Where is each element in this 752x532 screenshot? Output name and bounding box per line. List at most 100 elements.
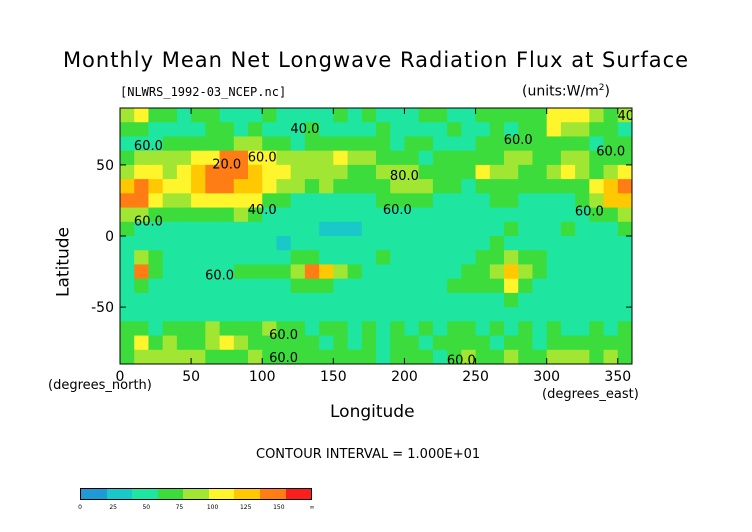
x-tick-label: 0 (116, 369, 125, 385)
heatmap-cell (347, 292, 363, 308)
heatmap-cell (176, 264, 192, 280)
heatmap-cell (390, 278, 406, 294)
heatmap-cell (418, 307, 434, 322)
heatmap-cell (219, 278, 235, 294)
heatmap-cell (304, 179, 320, 194)
heatmap-cell (532, 250, 548, 266)
heatmap-cell (518, 335, 534, 351)
heatmap-cell (262, 207, 278, 223)
heatmap-cell (248, 108, 263, 123)
heatmap-cell (418, 321, 434, 337)
heatmap-cell (148, 164, 164, 180)
heatmap-cell (290, 321, 306, 337)
heatmap-cell (162, 264, 178, 280)
heatmap-cell (319, 335, 334, 351)
heatmap-cell (361, 193, 377, 209)
contour-interval-label: CONTOUR INTERVAL = 1.000E+01 (256, 447, 481, 462)
heatmap-cell (162, 335, 178, 351)
heatmap-cell (290, 164, 306, 180)
heatmap-cell (404, 122, 420, 138)
heatmap-cell (603, 207, 619, 223)
heatmap-cell (191, 136, 206, 152)
heatmap-cell (461, 307, 477, 322)
color-scale-label: 100 (206, 504, 219, 511)
heatmap-cell (248, 250, 263, 266)
heatmap-cell (589, 108, 605, 123)
heatmap-cell (120, 278, 135, 294)
heatmap-cell (432, 335, 448, 351)
heatmap-cell (361, 150, 377, 166)
heatmap-cell (603, 307, 619, 322)
heatmap-cell (248, 179, 263, 194)
heatmap-cell (120, 193, 135, 209)
heatmap-cell (176, 250, 192, 266)
heatmap-cell (504, 122, 519, 138)
heatmap-cell (475, 207, 491, 223)
heatmap-cell (191, 179, 206, 194)
heatmap-cell (390, 349, 406, 364)
heatmap-cell (233, 150, 249, 166)
heatmap-cell (418, 221, 434, 237)
heatmap-cell (276, 278, 292, 294)
heatmap-cell (603, 179, 619, 194)
heatmap-cell (219, 221, 235, 237)
heatmap-cell (120, 236, 135, 251)
heatmap-cell (418, 122, 434, 138)
heatmap-cell (276, 164, 292, 180)
file-name-label: [NLWRS_1992-03_NCEP.nc] (120, 85, 287, 99)
heatmap-cell (475, 335, 491, 351)
heatmap-cell (276, 136, 292, 152)
heatmap-cell (219, 264, 235, 280)
heatmap-cell (276, 108, 292, 123)
color-scale-swatch (157, 489, 184, 499)
heatmap-cell (546, 335, 562, 351)
heatmap-cell (489, 150, 505, 166)
heatmap-cell (603, 150, 619, 166)
heatmap-cell (319, 236, 334, 251)
heatmap-cell (205, 321, 221, 337)
heatmap-cell (134, 349, 150, 364)
heatmap-cell (432, 307, 448, 322)
heatmap-cell (191, 250, 206, 266)
heatmap-cell (447, 164, 462, 180)
heatmap-cell (191, 150, 206, 166)
color-scale-swatch (259, 489, 286, 499)
color-scale-swatch (132, 489, 158, 499)
heatmap-cell (518, 250, 534, 266)
heatmap-cell (233, 193, 249, 209)
heatmap-cell (262, 193, 278, 209)
heatmap-cell (461, 164, 477, 180)
heatmap-cell (376, 307, 391, 322)
heatmap-cell (532, 136, 548, 152)
color-scale-swatch (208, 489, 235, 499)
heatmap-cell (347, 264, 363, 280)
heatmap-cell (432, 207, 448, 223)
heatmap-cell (504, 193, 519, 209)
heatmap-cell (575, 335, 590, 351)
heatmap-cell (304, 236, 320, 251)
heatmap-cell (589, 321, 605, 337)
heatmap-cell (532, 321, 548, 337)
heatmap-cell (162, 179, 178, 194)
heatmap-cell (176, 221, 192, 237)
heatmap-cell (333, 264, 349, 280)
heatmap-cell (390, 221, 406, 237)
heatmap-cell (319, 164, 334, 180)
heatmap-cell (233, 250, 249, 266)
heatmap-cell (361, 250, 377, 266)
heatmap-cell (134, 335, 150, 351)
color-scale-label: 25 (109, 504, 117, 511)
heatmap-cell (546, 264, 562, 280)
heatmap-cell (120, 349, 135, 364)
heatmap-cell (176, 335, 192, 351)
heatmap-cell (290, 108, 306, 123)
heatmap-cell (560, 164, 576, 180)
heatmap-cell (290, 278, 306, 294)
heatmap-cell (276, 307, 292, 322)
x-axis-label: Longitude (330, 402, 415, 422)
heatmap-cell (432, 292, 448, 308)
heatmap-cell (205, 278, 221, 294)
heatmap-cell (390, 307, 406, 322)
heatmap-cell (589, 164, 605, 180)
heatmap-cell (432, 250, 448, 266)
